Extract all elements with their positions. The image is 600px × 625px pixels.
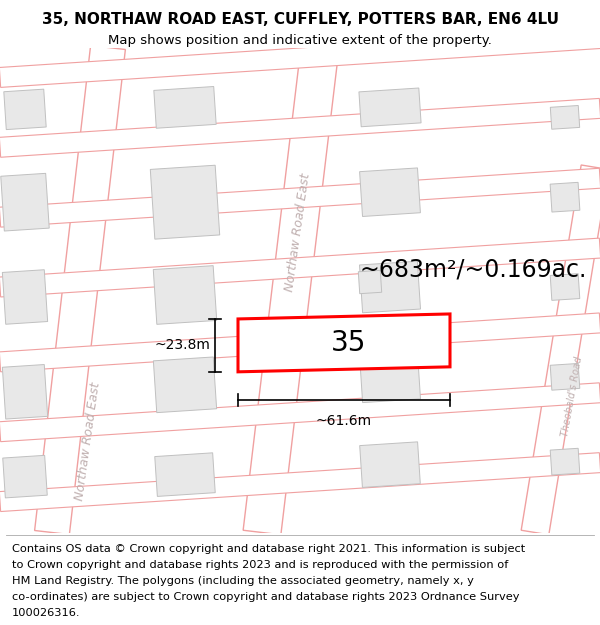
Polygon shape bbox=[550, 182, 580, 212]
Polygon shape bbox=[358, 271, 382, 294]
Polygon shape bbox=[0, 29, 600, 88]
Text: Northaw Road East: Northaw Road East bbox=[73, 382, 103, 502]
Polygon shape bbox=[550, 274, 580, 301]
Polygon shape bbox=[0, 98, 600, 158]
Polygon shape bbox=[153, 266, 217, 324]
Polygon shape bbox=[0, 313, 600, 372]
Polygon shape bbox=[0, 452, 600, 511]
Text: HM Land Registry. The polygons (including the associated geometry, namely x, y: HM Land Registry. The polygons (includin… bbox=[12, 576, 474, 586]
Text: 100026316.: 100026316. bbox=[12, 608, 80, 618]
Polygon shape bbox=[238, 314, 450, 372]
Polygon shape bbox=[2, 364, 47, 419]
Polygon shape bbox=[550, 106, 580, 129]
Polygon shape bbox=[155, 453, 215, 496]
Polygon shape bbox=[359, 261, 421, 312]
Polygon shape bbox=[0, 383, 600, 442]
Polygon shape bbox=[4, 89, 46, 129]
Text: co-ordinates) are subject to Crown copyright and database rights 2023 Ordnance S: co-ordinates) are subject to Crown copyr… bbox=[12, 592, 520, 602]
Text: ~683m²/~0.169ac.: ~683m²/~0.169ac. bbox=[360, 257, 587, 281]
Polygon shape bbox=[2, 270, 47, 324]
Polygon shape bbox=[359, 168, 421, 216]
Polygon shape bbox=[359, 442, 421, 488]
Text: Map shows position and indicative extent of the property.: Map shows position and indicative extent… bbox=[108, 34, 492, 48]
Text: Theobald's Road: Theobald's Road bbox=[560, 356, 584, 437]
Polygon shape bbox=[359, 351, 421, 403]
Polygon shape bbox=[550, 364, 580, 390]
Text: 35: 35 bbox=[331, 329, 367, 357]
Polygon shape bbox=[1, 173, 49, 231]
Polygon shape bbox=[154, 357, 217, 412]
Polygon shape bbox=[150, 165, 220, 239]
Polygon shape bbox=[154, 86, 216, 128]
Text: 35, NORTHAW ROAD EAST, CUFFLEY, POTTERS BAR, EN6 4LU: 35, NORTHAW ROAD EAST, CUFFLEY, POTTERS … bbox=[41, 12, 559, 27]
Polygon shape bbox=[35, 46, 125, 534]
Polygon shape bbox=[0, 238, 600, 297]
Text: ~23.8m: ~23.8m bbox=[154, 338, 210, 352]
Text: Contains OS data © Crown copyright and database right 2021. This information is : Contains OS data © Crown copyright and d… bbox=[12, 544, 525, 554]
Text: to Crown copyright and database rights 2023 and is reproduced with the permissio: to Crown copyright and database rights 2… bbox=[12, 560, 508, 570]
Polygon shape bbox=[0, 168, 600, 227]
Polygon shape bbox=[243, 45, 339, 535]
Text: Northaw Road East: Northaw Road East bbox=[283, 172, 313, 292]
Polygon shape bbox=[550, 448, 580, 475]
Text: ~61.6m: ~61.6m bbox=[316, 414, 372, 428]
Polygon shape bbox=[521, 165, 600, 535]
Polygon shape bbox=[359, 88, 421, 127]
Polygon shape bbox=[3, 456, 47, 498]
